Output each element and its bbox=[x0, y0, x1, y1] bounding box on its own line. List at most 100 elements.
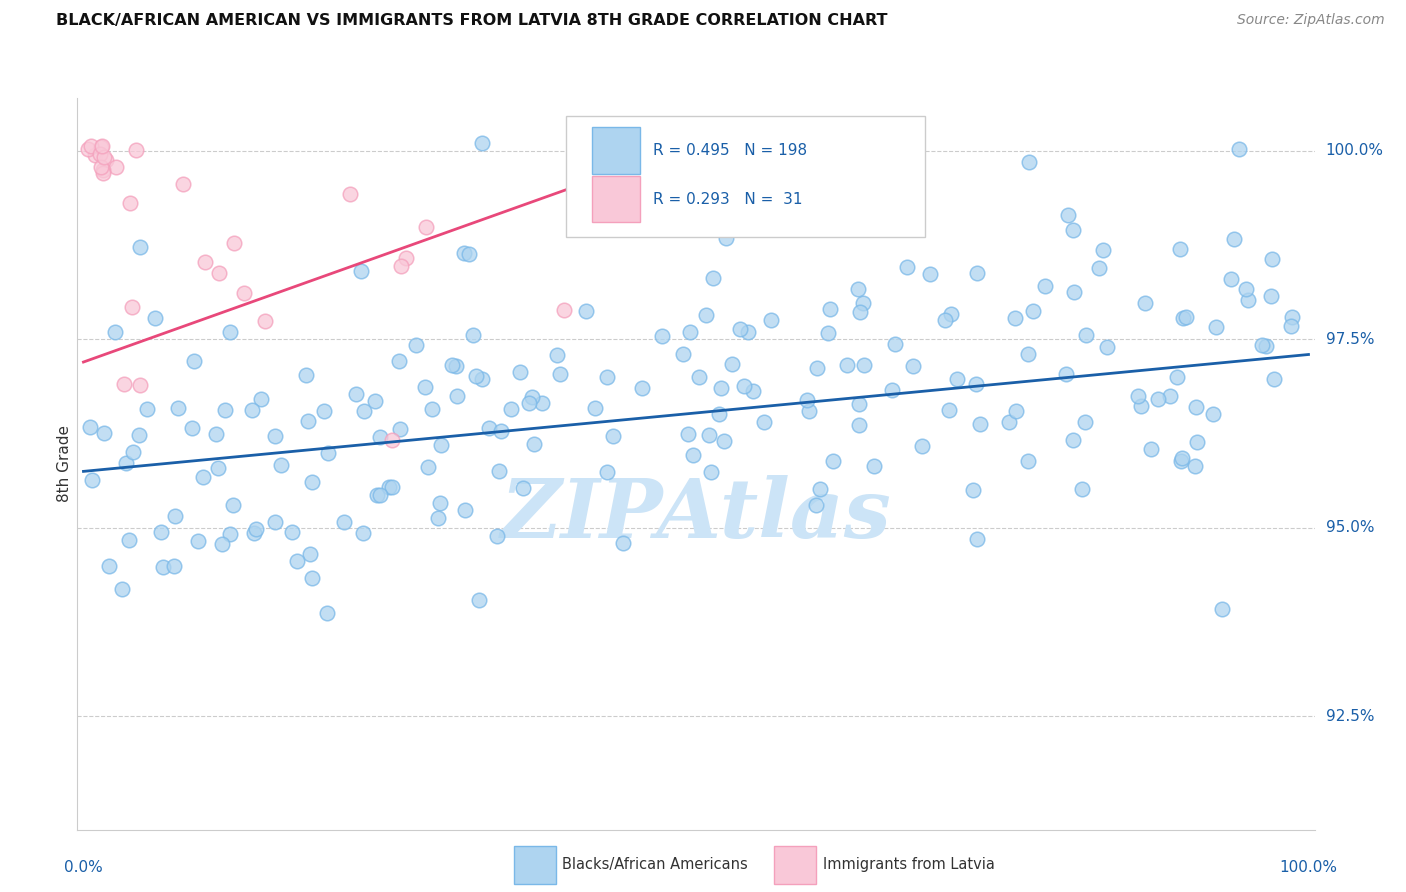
Point bbox=[191, 470, 214, 484]
Point bbox=[366, 488, 388, 502]
Text: BLACK/AFRICAN AMERICAN VS IMMIGRANTS FROM LATVIA 8TH GRADE CORRELATION CHART: BLACK/AFRICAN AMERICAN VS IMMIGRANTS FRO… bbox=[56, 13, 887, 29]
Point bbox=[1018, 154, 1040, 169]
Point bbox=[77, 142, 100, 156]
Text: Blacks/African Americans: Blacks/African Americans bbox=[562, 857, 748, 872]
Point bbox=[413, 380, 436, 394]
Point bbox=[852, 296, 875, 310]
Point bbox=[998, 415, 1021, 429]
Point bbox=[713, 434, 735, 448]
Point bbox=[1279, 318, 1302, 333]
Point bbox=[1073, 415, 1095, 429]
Point bbox=[1133, 296, 1156, 310]
Point bbox=[707, 407, 730, 421]
Point bbox=[478, 421, 501, 435]
Point bbox=[1057, 208, 1080, 222]
Point bbox=[531, 396, 554, 410]
Point bbox=[1170, 454, 1192, 468]
Point bbox=[683, 128, 706, 143]
Point bbox=[207, 460, 229, 475]
Point bbox=[453, 245, 475, 260]
Point bbox=[254, 314, 277, 328]
Point bbox=[737, 326, 759, 340]
Point bbox=[509, 365, 531, 379]
Point bbox=[1022, 303, 1045, 318]
FancyBboxPatch shape bbox=[773, 846, 815, 884]
Point bbox=[301, 475, 323, 490]
Point bbox=[79, 420, 101, 434]
Point bbox=[486, 529, 509, 543]
Point bbox=[596, 465, 619, 479]
Point bbox=[378, 480, 401, 494]
Point bbox=[381, 480, 404, 494]
Point bbox=[163, 508, 186, 523]
Point bbox=[835, 358, 858, 372]
Point bbox=[166, 401, 188, 415]
Point bbox=[471, 136, 494, 151]
Point bbox=[679, 325, 702, 339]
Point bbox=[1063, 285, 1085, 300]
Point bbox=[938, 403, 960, 417]
Point bbox=[939, 307, 962, 321]
Point bbox=[128, 428, 150, 442]
Point bbox=[1260, 252, 1282, 267]
Point bbox=[250, 392, 273, 406]
Point bbox=[1159, 389, 1181, 403]
Point bbox=[1140, 442, 1163, 456]
Text: Source: ZipAtlas.com: Source: ZipAtlas.com bbox=[1237, 13, 1385, 28]
Point bbox=[353, 404, 375, 418]
Point bbox=[1071, 482, 1094, 496]
Point bbox=[135, 401, 157, 416]
Point bbox=[380, 433, 402, 447]
Point bbox=[339, 186, 361, 201]
Point bbox=[1017, 454, 1039, 468]
FancyBboxPatch shape bbox=[567, 117, 925, 237]
Point bbox=[1185, 400, 1208, 414]
Point bbox=[84, 148, 107, 162]
Point bbox=[1129, 399, 1152, 413]
Point bbox=[716, 231, 738, 245]
Point bbox=[224, 235, 246, 250]
Point bbox=[91, 166, 114, 180]
Point bbox=[804, 498, 827, 512]
Point bbox=[441, 358, 464, 372]
Point bbox=[759, 313, 782, 327]
Point bbox=[270, 458, 292, 472]
Point bbox=[548, 367, 571, 381]
Point bbox=[853, 359, 876, 373]
Point bbox=[446, 389, 468, 403]
Point bbox=[688, 370, 710, 384]
Point bbox=[422, 402, 444, 417]
Point bbox=[1005, 404, 1028, 418]
Point bbox=[186, 534, 208, 549]
Point bbox=[903, 359, 925, 374]
Point bbox=[1175, 310, 1198, 324]
Point bbox=[1205, 320, 1227, 334]
Point bbox=[80, 138, 103, 153]
Point bbox=[848, 396, 870, 410]
Point bbox=[219, 527, 242, 541]
Point bbox=[90, 160, 112, 174]
Point bbox=[1202, 407, 1225, 421]
Point bbox=[918, 267, 941, 281]
Point bbox=[969, 417, 991, 431]
Point bbox=[848, 418, 870, 433]
Point bbox=[1054, 368, 1077, 382]
Point bbox=[1126, 388, 1149, 402]
Point bbox=[818, 302, 841, 317]
Point bbox=[966, 267, 988, 281]
Point bbox=[583, 401, 606, 415]
Point bbox=[389, 422, 412, 436]
Point bbox=[517, 395, 540, 409]
Point bbox=[1062, 223, 1084, 237]
Point bbox=[965, 376, 987, 391]
Point bbox=[700, 465, 723, 479]
Point bbox=[457, 247, 479, 261]
Point bbox=[350, 264, 373, 278]
Point bbox=[97, 559, 120, 574]
Point bbox=[128, 378, 150, 392]
Text: 92.5%: 92.5% bbox=[1326, 709, 1374, 724]
Point bbox=[114, 456, 136, 470]
Point bbox=[695, 308, 717, 322]
Point bbox=[389, 259, 412, 273]
Point bbox=[1033, 279, 1056, 293]
